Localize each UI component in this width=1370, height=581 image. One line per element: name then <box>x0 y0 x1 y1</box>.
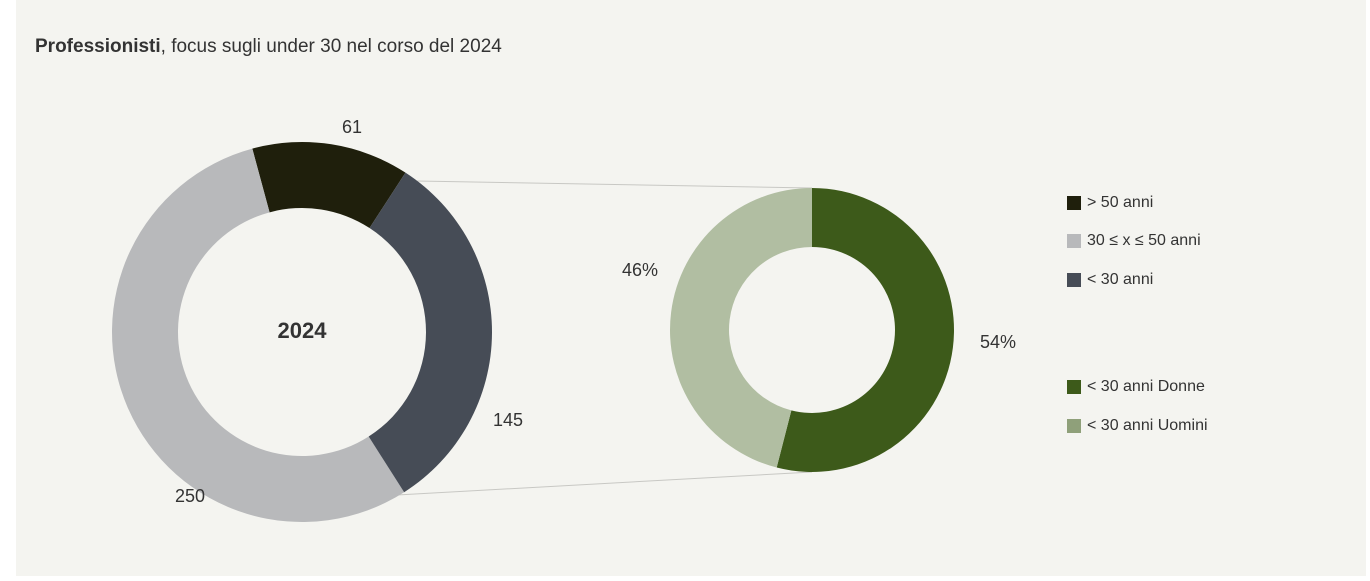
legend-label: < 30 anni Uomini <box>1087 417 1208 434</box>
data-label: 54% <box>980 332 1016 352</box>
title-bold: Professionisti <box>35 36 161 57</box>
donut-slice <box>368 172 493 493</box>
legend-swatch <box>1067 196 1081 210</box>
legend-label: < 30 anni Donne <box>1087 378 1205 395</box>
connector <box>396 471 813 496</box>
data-label: 145 <box>493 410 523 430</box>
legend-label: > 50 anni <box>1087 194 1153 211</box>
chart-title: Professionisti, focus sugli under 30 nel… <box>35 36 502 57</box>
center-label: 2024 <box>278 318 328 343</box>
legend-swatch <box>1067 234 1081 248</box>
donut-slice <box>776 188 954 473</box>
legend-label: 30 ≤ x ≤ 50 anni <box>1087 232 1201 249</box>
donut-slice <box>670 188 812 468</box>
legend-label: < 30 anni <box>1087 271 1153 288</box>
legend-swatch <box>1067 380 1081 394</box>
legend-swatch <box>1067 273 1081 287</box>
donut-slice <box>112 148 405 523</box>
data-label: 46% <box>622 260 658 280</box>
donut-slice <box>252 142 406 229</box>
title-rest: , focus sugli under 30 nel corso del 202… <box>161 36 503 57</box>
legend-swatch <box>1067 419 1081 433</box>
data-label: 61 <box>342 117 362 137</box>
data-label: 250 <box>175 486 205 506</box>
connector <box>416 180 813 189</box>
